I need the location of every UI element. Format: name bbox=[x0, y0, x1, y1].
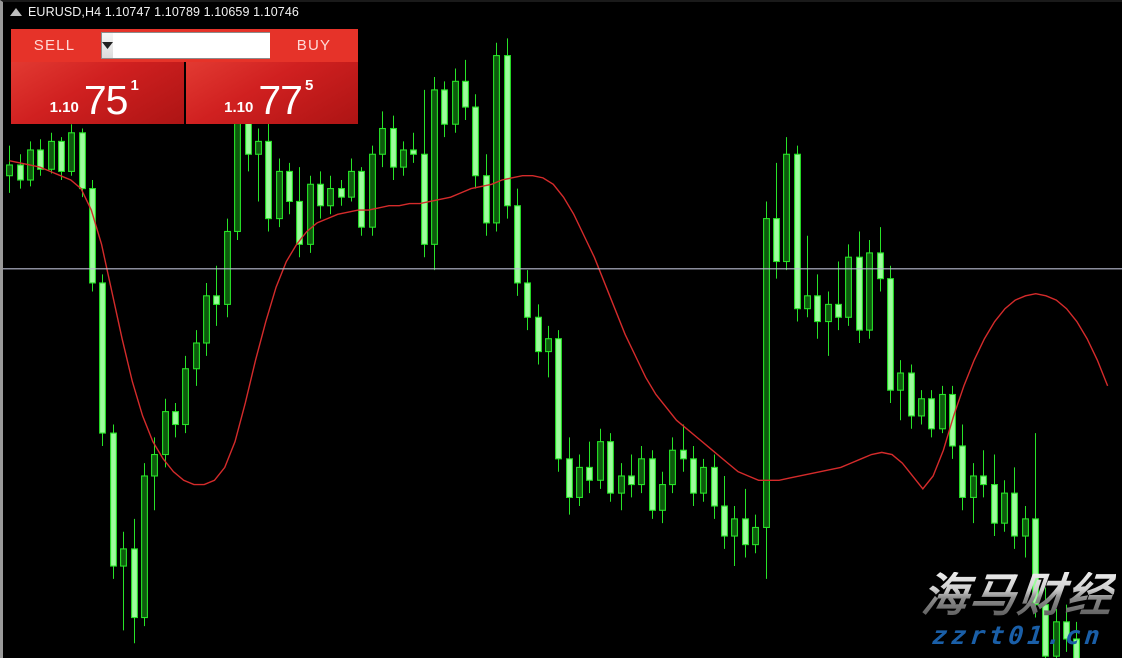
oct-price-row: 1.10 75 1 1.10 77 5 bbox=[11, 62, 358, 124]
moving-average-line bbox=[9, 160, 1109, 490]
buy-price-big: 77 bbox=[258, 77, 303, 124]
candlestick-canvas bbox=[3, 22, 1122, 658]
chart-title-bar: EURUSD,H4 1.10747 1.10789 1.10659 1.1074… bbox=[3, 2, 1122, 22]
buy-price-box[interactable]: 1.10 77 5 bbox=[185, 62, 358, 124]
chevron-down-icon[interactable] bbox=[101, 32, 113, 59]
sell-button-label: SELL bbox=[33, 37, 76, 54]
page-title: EURUSD,H4 1.10747 1.10789 1.10659 1.1074… bbox=[28, 5, 299, 19]
volume-control bbox=[99, 29, 339, 62]
buy-price-fraction: 5 bbox=[304, 77, 314, 95]
one-click-trading-panel[interactable]: SELL BUY bbox=[11, 29, 358, 124]
sell-price-fraction: 1 bbox=[130, 77, 139, 95]
oct-controls-row: SELL BUY bbox=[11, 29, 358, 62]
chart-background bbox=[3, 22, 1122, 658]
sell-price-prefix: 1.10 bbox=[49, 99, 79, 117]
triangle-up-icon[interactable] bbox=[8, 5, 24, 19]
sell-price-box[interactable]: 1.10 75 1 bbox=[11, 62, 184, 124]
buy-price-prefix: 1.10 bbox=[224, 99, 254, 117]
price-chart[interactable] bbox=[3, 22, 1122, 658]
buy-button-label: BUY bbox=[296, 37, 332, 54]
sell-button[interactable]: SELL bbox=[11, 29, 99, 62]
buy-button[interactable]: BUY bbox=[270, 29, 358, 62]
sell-price-big: 75 bbox=[83, 77, 129, 124]
